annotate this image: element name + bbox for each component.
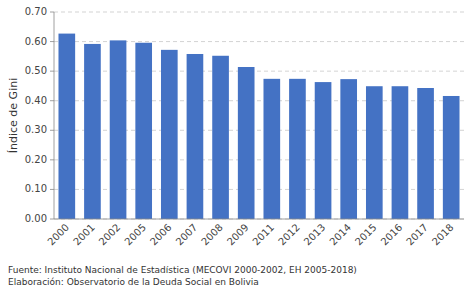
y-tick <box>50 12 54 13</box>
y-axis: 0.00 0.10 0.20 0.30 0.40 0.50 0.60 0.70 <box>25 6 54 224</box>
y-tick-label: 0.60 <box>25 36 47 47</box>
x-tick-label: 2012 <box>276 222 302 248</box>
chart: 0.00 0.10 0.20 0.30 0.40 0.50 0.60 0.70 20002001… <box>0 0 474 291</box>
x-tick-label: 2016 <box>379 222 405 248</box>
bar <box>84 44 101 219</box>
bar <box>238 67 255 219</box>
bar <box>110 40 127 219</box>
y-axis-line <box>54 12 55 219</box>
bar <box>315 82 332 219</box>
y-tick <box>50 189 54 190</box>
bar <box>161 50 178 219</box>
bar <box>417 88 434 219</box>
y-axis-label: Índice de Gini <box>7 78 20 153</box>
y-tick-label: 0.00 <box>25 213 47 224</box>
bar <box>212 56 229 219</box>
grid-line <box>54 12 464 13</box>
x-tick-label: 2006 <box>148 222 174 248</box>
x-tick-label: 2001 <box>71 222 97 248</box>
y-tick-label: 0.20 <box>25 154 47 165</box>
bar <box>263 79 280 219</box>
grid-line <box>54 219 464 220</box>
y-tick <box>50 130 54 131</box>
bars <box>58 34 459 219</box>
bar <box>340 79 357 219</box>
y-tick-label: 0.40 <box>25 95 47 106</box>
y-tick <box>50 219 54 220</box>
x-axis-line <box>54 219 464 220</box>
y-tick-label: 0.70 <box>25 6 47 17</box>
bar <box>135 43 152 219</box>
y-grid <box>54 12 464 219</box>
y-tick-label: 0.10 <box>25 183 47 194</box>
x-tick-label: 2018 <box>430 222 456 248</box>
x-tick-label: 2011 <box>250 222 276 248</box>
x-axis: 2000200120022005200620072008200920112012… <box>45 222 455 248</box>
bar <box>187 54 204 219</box>
x-tick-label: 2017 <box>404 222 430 248</box>
y-tick-label: 0.30 <box>25 124 47 135</box>
y-tick <box>50 159 54 160</box>
y-tick <box>50 100 54 101</box>
bar <box>392 86 409 219</box>
x-tick-label: 2015 <box>353 222 379 248</box>
bar <box>289 79 306 219</box>
x-tick-label: 2002 <box>97 222 123 248</box>
x-tick-label: 2008 <box>199 222 225 248</box>
y-tick <box>50 71 54 72</box>
bar <box>443 96 460 219</box>
bar <box>58 34 75 219</box>
x-tick-label: 2013 <box>302 222 328 248</box>
x-tick-label: 2014 <box>327 222 353 248</box>
x-tick-label: 2009 <box>225 222 251 248</box>
x-tick-label: 2007 <box>174 222 200 248</box>
footnote: Elaboración: Observatorio de la Deuda So… <box>8 277 259 287</box>
footnote: Fuente: Instituto Nacional de Estadístic… <box>8 265 357 275</box>
x-tick-label: 2000 <box>45 222 71 248</box>
x-tick-label: 2005 <box>122 222 148 248</box>
bar <box>366 86 383 219</box>
y-tick <box>50 41 54 42</box>
y-tick-label: 0.50 <box>25 65 47 76</box>
